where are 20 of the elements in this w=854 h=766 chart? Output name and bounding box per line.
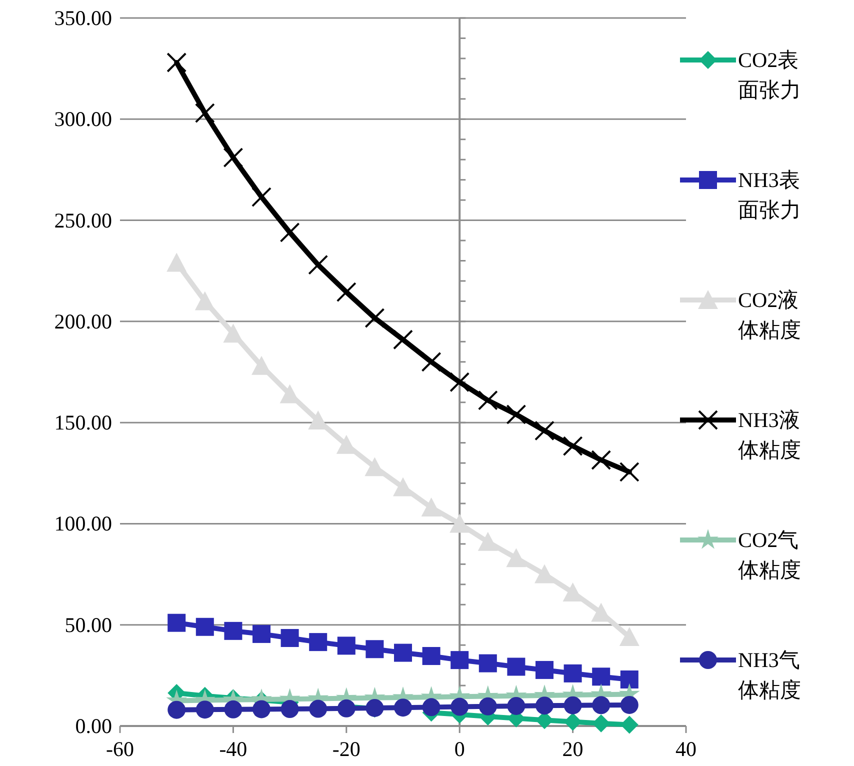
x-tick-label: 0 bbox=[454, 737, 465, 761]
y-tick-label: 200.00 bbox=[54, 309, 112, 334]
x-tick-label: 40 bbox=[676, 737, 696, 761]
y-tick-label: 150.00 bbox=[54, 410, 112, 435]
legend-label: CO2表面张力 bbox=[738, 48, 801, 102]
legend-label: CO2气体粘度 bbox=[738, 528, 801, 582]
legend-label: CO2液体粘度 bbox=[738, 288, 801, 342]
x-tick-label: 20 bbox=[562, 737, 584, 761]
y-tick-label: 0.00 bbox=[75, 714, 112, 738]
y-tick-label: 250.00 bbox=[54, 208, 112, 232]
legend-label: NH3表面张力 bbox=[738, 168, 801, 222]
y-tick-label: 300.00 bbox=[54, 107, 112, 132]
y-tick-label: 50.00 bbox=[64, 612, 112, 637]
legend-label: NH3液体粘度 bbox=[738, 408, 801, 462]
y-tick-label: 350.00 bbox=[54, 6, 112, 30]
legend-label: NH3气体粘度 bbox=[738, 648, 801, 702]
x-tick-label: -40 bbox=[219, 737, 248, 761]
x-tick-label: -60 bbox=[106, 737, 134, 761]
x-tick-label: -20 bbox=[332, 737, 360, 761]
y-tick-label: 100.00 bbox=[54, 512, 112, 536]
